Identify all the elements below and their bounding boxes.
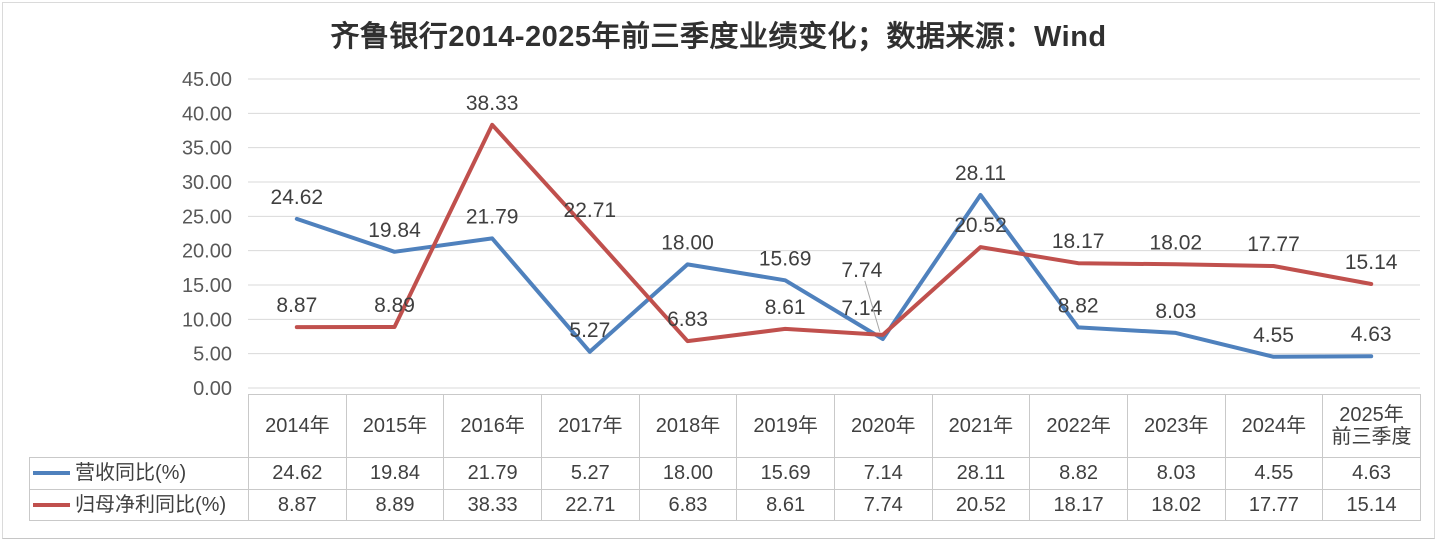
value-cell: 19.84 <box>345 457 445 490</box>
y-axis-tick-label: 20.00 <box>182 241 232 263</box>
year-column-header: 2015年 <box>345 394 445 458</box>
value-cell: 8.82 <box>1029 457 1128 490</box>
value-cell: 8.87 <box>248 489 347 521</box>
legend-key-revenue-yoy <box>33 471 70 476</box>
y-axis-tick-label: 0.00 <box>193 378 232 400</box>
value-cell: 4.63 <box>1322 457 1421 490</box>
year-column-header: 2021年 <box>931 394 1031 458</box>
value-cell: 8.61 <box>736 489 835 521</box>
data-label: 8.82 <box>1058 294 1099 317</box>
y-axis-tick-label: 10.00 <box>182 309 232 331</box>
data-label: 8.89 <box>374 294 415 317</box>
net-profit-yoy-line <box>294 122 1374 344</box>
year-column-header: 2016年 <box>443 394 542 458</box>
revenue-yoy-line <box>294 193 1374 359</box>
value-cell: 8.03 <box>1126 457 1226 490</box>
data-label: 19.84 <box>368 219 421 242</box>
data-label: 5.27 <box>569 319 610 342</box>
value-cell: 4.55 <box>1224 457 1324 490</box>
y-axis-tick-label: 15.00 <box>182 275 232 297</box>
data-label: 6.83 <box>667 308 708 331</box>
value-cell: 5.27 <box>540 457 640 490</box>
data-label: 15.14 <box>1345 251 1398 274</box>
year-column-header: 2025年 前三季度 <box>1322 394 1421 458</box>
value-cell: 7.74 <box>833 489 933 521</box>
year-column-header: 2018年 <box>638 394 738 458</box>
value-cell: 38.33 <box>443 489 542 521</box>
data-label: 24.62 <box>271 186 324 209</box>
y-axis-tick-label: 30.00 <box>182 172 232 194</box>
table-row: 归母净利同比(%) 8.87 8.89 38.33 22.71 6.83 8.61 7.74 2… <box>29 489 1421 521</box>
leader-line <box>864 280 881 332</box>
value-cell: 15.69 <box>736 457 835 490</box>
y-axis-tick-label: 35.00 <box>182 138 232 160</box>
y-axis-tick-label: 40.00 <box>182 103 232 125</box>
value-cell: 18.00 <box>638 457 738 490</box>
value-cell: 20.52 <box>931 489 1031 521</box>
value-cell: 28.11 <box>931 457 1031 490</box>
data-label: 8.87 <box>276 294 317 317</box>
data-label: 17.77 <box>1247 233 1300 256</box>
year-column-header: 2020年 <box>833 394 933 458</box>
year-column-header: 2017年 <box>540 394 640 458</box>
data-label: 7.74 <box>841 259 882 282</box>
data-label: 20.52 <box>954 214 1007 237</box>
value-cell: 8.89 <box>345 489 445 521</box>
value-cell: 17.77 <box>1224 489 1324 521</box>
data-label: 21.79 <box>466 205 519 228</box>
series-name-label: 归母净利同比(%) <box>75 493 227 516</box>
data-label: 8.03 <box>1155 300 1196 323</box>
data-label: 7.14 <box>841 297 882 320</box>
data-label: 4.55 <box>1253 324 1294 347</box>
year-column-header: 2022年 <box>1029 394 1128 458</box>
table-row: 营收同比(%) 24.62 19.84 21.79 5.27 18.00 15.69 7.14… <box>29 457 1421 490</box>
legend-key-net-profit-yoy <box>33 502 70 507</box>
legend-cell: 营收同比(%) <box>29 457 249 490</box>
data-label: 8.61 <box>765 296 806 319</box>
data-label: 18.02 <box>1150 231 1203 254</box>
y-axis-tick-label: 5.00 <box>193 344 232 366</box>
chart-title: 齐鲁银行2014-2025年前三季度业绩变化；数据来源：Wind <box>330 21 1107 53</box>
y-axis-tick-label: 25.00 <box>182 206 232 228</box>
data-label: 15.69 <box>759 247 812 270</box>
year-column-header: 2023年 <box>1126 394 1226 458</box>
line-chart: 0.00 5.00 10.00 15.00 20.00 25.00 30.00 35.00 40… <box>182 69 1420 400</box>
value-cell: 6.83 <box>638 489 738 521</box>
data-label: 22.71 <box>564 199 617 222</box>
year-column-header: 2024年 <box>1224 394 1324 458</box>
year-column-header: 2019年 <box>736 394 835 458</box>
table-corner-cell <box>30 395 249 458</box>
series-name-label: 营收同比(%) <box>75 462 187 485</box>
data-label: 18.17 <box>1052 230 1105 253</box>
value-cell: 18.02 <box>1126 489 1226 521</box>
value-cell: 18.17 <box>1029 489 1128 521</box>
data-label: 28.11 <box>955 162 1006 185</box>
value-cell: 24.62 <box>248 457 347 490</box>
value-cell: 7.14 <box>833 457 933 490</box>
value-cell: 22.71 <box>540 489 640 521</box>
data-label: 18.00 <box>661 231 714 254</box>
value-cell: 15.14 <box>1322 489 1421 521</box>
year-column-header: 2014年 <box>248 394 347 458</box>
y-axis-tick-label: 45.00 <box>182 69 232 91</box>
chart-frame: 齐鲁银行2014-2025年前三季度业绩变化；数据来源：Wind 0.00 5.0… <box>2 2 1435 539</box>
chart-data-table: 2014年 2015年 2016年 2017年 2018年 2019年 2020年 2021年… <box>29 394 1421 521</box>
data-label: 4.63 <box>1351 323 1392 346</box>
value-cell: 21.79 <box>443 457 542 490</box>
data-label: 38.33 <box>466 92 519 115</box>
legend-cell: 归母净利同比(%) <box>29 489 249 521</box>
